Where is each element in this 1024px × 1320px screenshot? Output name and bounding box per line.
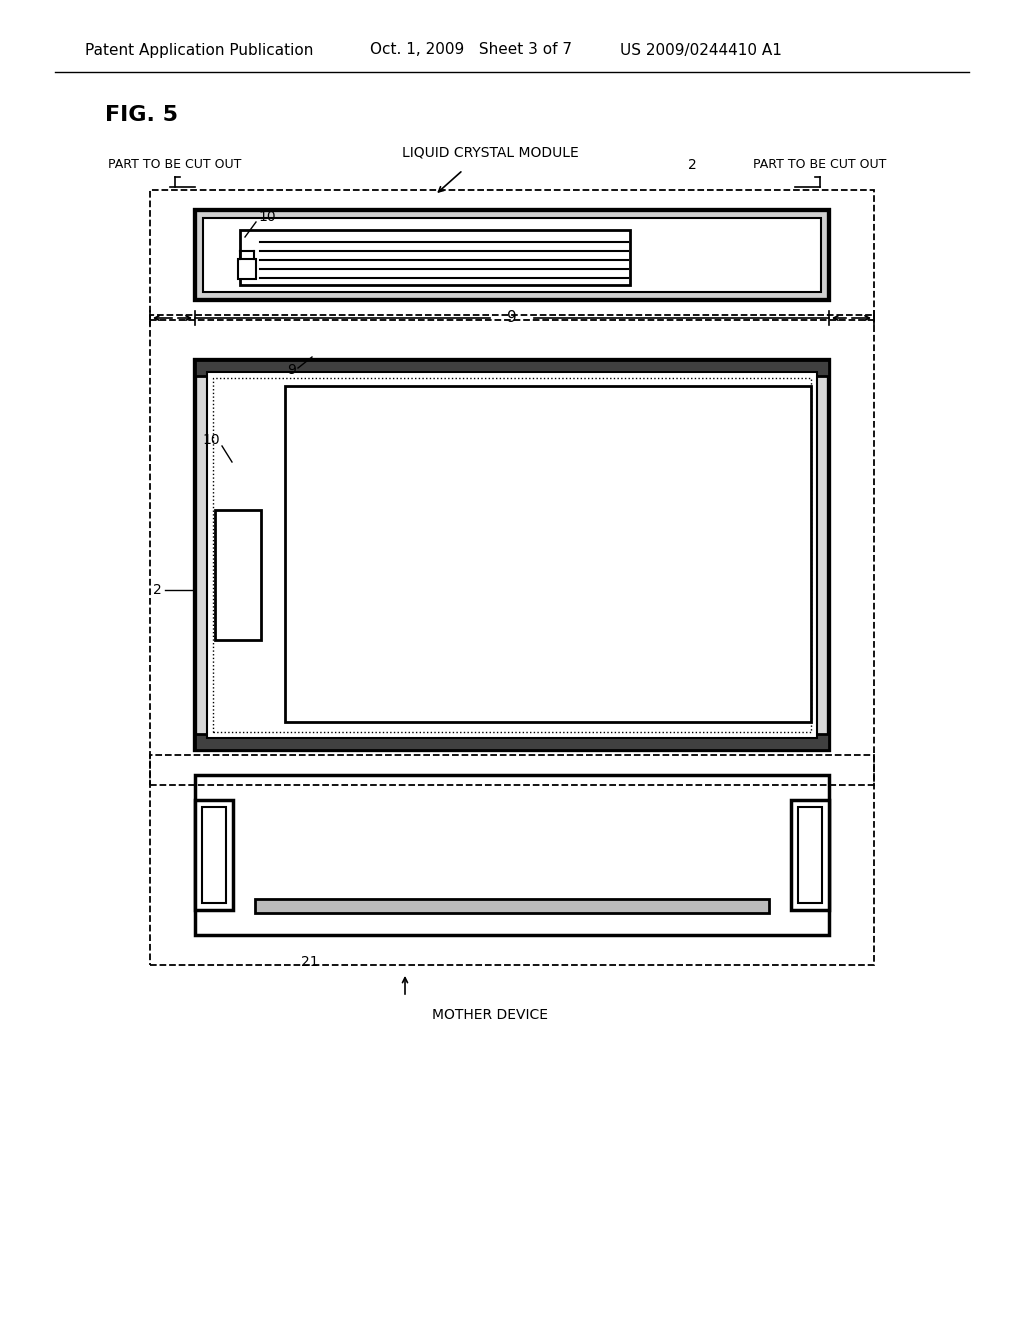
Text: Oct. 1, 2009   Sheet 3 of 7: Oct. 1, 2009 Sheet 3 of 7 [370, 42, 572, 58]
Bar [791, 800, 829, 909]
Text: Patent Application Publication: Patent Application Publication [85, 42, 313, 58]
Bar [195, 210, 829, 300]
Text: 9: 9 [287, 363, 296, 378]
Text: 2: 2 [688, 158, 696, 172]
Text: MOTHER DEVICE: MOTHER DEVICE [432, 1008, 548, 1022]
Bar [238, 259, 256, 279]
Text: FIG. 5: FIG. 5 [105, 106, 178, 125]
Bar [285, 385, 811, 722]
Bar [195, 800, 233, 909]
Bar [195, 210, 829, 300]
Text: US 2009/0244410 A1: US 2009/0244410 A1 [620, 42, 782, 58]
Bar [195, 360, 829, 750]
Bar [195, 734, 829, 750]
Bar [213, 378, 811, 733]
Text: PART TO BE CUT OUT: PART TO BE CUT OUT [109, 158, 242, 172]
Bar [202, 807, 226, 903]
Text: 9: 9 [507, 310, 517, 326]
Text: PART TO BE CUT OUT: PART TO BE CUT OUT [754, 158, 887, 172]
Bar [195, 360, 829, 376]
Text: 2: 2 [154, 583, 162, 597]
Text: LIQUID CRYSTAL MODULE: LIQUID CRYSTAL MODULE [401, 145, 579, 158]
Bar [150, 190, 874, 319]
Bar [195, 775, 829, 935]
Bar [798, 807, 822, 903]
Text: 21: 21 [301, 954, 318, 969]
Text: 10: 10 [258, 210, 275, 224]
Bar [215, 510, 261, 640]
Bar [150, 315, 874, 785]
Text: 10: 10 [203, 433, 220, 447]
Bar [203, 218, 821, 292]
Bar [207, 372, 817, 738]
Bar [255, 899, 769, 913]
Bar [240, 230, 630, 285]
Bar [195, 360, 829, 750]
Bar [150, 755, 874, 965]
